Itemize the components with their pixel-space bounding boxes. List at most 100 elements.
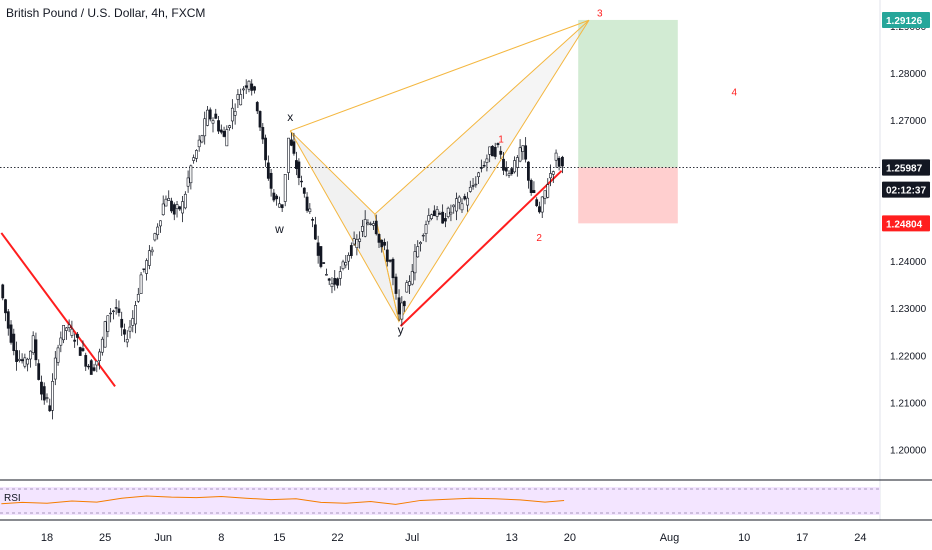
candle[interactable] bbox=[31, 331, 35, 355]
rsi-line[interactable] bbox=[1, 495, 565, 505]
candle[interactable] bbox=[45, 393, 49, 403]
candle[interactable] bbox=[551, 170, 555, 183]
loss-zone[interactable] bbox=[578, 167, 678, 224]
candle[interactable] bbox=[208, 107, 212, 122]
candle[interactable] bbox=[330, 277, 334, 294]
candle[interactable] bbox=[432, 205, 436, 217]
candle[interactable] bbox=[89, 359, 93, 375]
candle[interactable] bbox=[59, 331, 63, 353]
candle[interactable] bbox=[408, 275, 411, 295]
candle[interactable] bbox=[189, 164, 193, 190]
candle[interactable] bbox=[358, 231, 362, 249]
candle[interactable] bbox=[400, 296, 404, 326]
candle[interactable] bbox=[73, 333, 77, 348]
candle[interactable] bbox=[78, 346, 82, 356]
candle[interactable] bbox=[42, 382, 46, 405]
candle[interactable] bbox=[125, 330, 129, 348]
candle[interactable] bbox=[131, 310, 135, 333]
candle[interactable] bbox=[139, 271, 143, 294]
candle[interactable] bbox=[53, 351, 57, 386]
candle[interactable] bbox=[336, 277, 339, 289]
candle[interactable] bbox=[76, 332, 79, 346]
candle[interactable] bbox=[255, 100, 259, 115]
candle[interactable] bbox=[482, 161, 486, 168]
candle[interactable] bbox=[460, 198, 464, 214]
candle[interactable] bbox=[242, 86, 245, 99]
candle[interactable] bbox=[87, 363, 90, 370]
candle[interactable] bbox=[128, 319, 132, 339]
candle[interactable] bbox=[244, 79, 248, 95]
candle[interactable] bbox=[430, 213, 433, 221]
candle[interactable] bbox=[228, 124, 232, 131]
candle[interactable] bbox=[264, 134, 267, 167]
candle[interactable] bbox=[344, 254, 348, 269]
candle[interactable] bbox=[4, 298, 7, 322]
candle[interactable] bbox=[26, 357, 30, 372]
candle[interactable] bbox=[20, 353, 24, 364]
candle[interactable] bbox=[374, 214, 378, 236]
candle[interactable] bbox=[529, 178, 533, 196]
candle[interactable] bbox=[538, 201, 541, 214]
candle[interactable] bbox=[496, 142, 500, 148]
candle[interactable] bbox=[372, 220, 375, 230]
candle[interactable] bbox=[292, 132, 296, 156]
candle[interactable] bbox=[471, 178, 475, 190]
candle[interactable] bbox=[172, 202, 176, 221]
candle[interactable] bbox=[167, 190, 171, 201]
candle[interactable] bbox=[416, 240, 420, 258]
candle[interactable] bbox=[424, 220, 428, 243]
candle[interactable] bbox=[316, 235, 320, 264]
candle[interactable] bbox=[156, 223, 160, 240]
candle[interactable] bbox=[170, 197, 173, 214]
candle[interactable] bbox=[269, 168, 273, 197]
candle[interactable] bbox=[491, 145, 494, 157]
candle[interactable] bbox=[488, 146, 492, 163]
candle[interactable] bbox=[37, 359, 41, 381]
candle[interactable] bbox=[280, 204, 284, 212]
candle[interactable] bbox=[175, 201, 179, 218]
candle[interactable] bbox=[313, 216, 317, 240]
candle[interactable] bbox=[388, 259, 392, 263]
candle[interactable] bbox=[383, 238, 386, 251]
candle[interactable] bbox=[540, 196, 544, 219]
candle[interactable] bbox=[145, 258, 149, 281]
candle[interactable] bbox=[419, 241, 422, 252]
candle[interactable] bbox=[236, 89, 240, 108]
candle[interactable] bbox=[12, 328, 16, 356]
candle[interactable] bbox=[413, 243, 417, 281]
candle[interactable] bbox=[507, 170, 511, 178]
candle[interactable] bbox=[147, 245, 151, 270]
candle[interactable] bbox=[455, 192, 458, 221]
trendline-1[interactable] bbox=[0, 232, 116, 387]
candle[interactable] bbox=[203, 111, 207, 145]
candle[interactable] bbox=[51, 373, 54, 420]
candle[interactable] bbox=[70, 320, 74, 338]
candle[interactable] bbox=[178, 205, 182, 212]
candle[interactable] bbox=[277, 196, 281, 208]
candle[interactable] bbox=[338, 266, 342, 286]
candle[interactable] bbox=[524, 137, 528, 163]
candle[interactable] bbox=[457, 195, 461, 210]
candle[interactable] bbox=[195, 149, 198, 163]
candle[interactable] bbox=[92, 363, 96, 372]
candle[interactable] bbox=[197, 135, 201, 152]
candle[interactable] bbox=[352, 231, 356, 246]
candle[interactable] bbox=[549, 164, 552, 187]
candle[interactable] bbox=[305, 192, 309, 213]
candle[interactable] bbox=[98, 348, 101, 370]
candle[interactable] bbox=[518, 139, 522, 163]
candle[interactable] bbox=[23, 353, 27, 369]
candle[interactable] bbox=[405, 280, 409, 293]
candle[interactable] bbox=[477, 171, 481, 185]
candle[interactable] bbox=[95, 360, 99, 373]
candle[interactable] bbox=[543, 190, 547, 205]
candle[interactable] bbox=[466, 192, 469, 212]
candle[interactable] bbox=[513, 156, 516, 174]
candle[interactable] bbox=[258, 110, 262, 132]
candle[interactable] bbox=[319, 246, 323, 269]
candle[interactable] bbox=[28, 350, 32, 368]
candle[interactable] bbox=[397, 289, 401, 321]
candle[interactable] bbox=[485, 154, 489, 172]
candle[interactable] bbox=[9, 320, 13, 345]
candle[interactable] bbox=[225, 125, 229, 147]
